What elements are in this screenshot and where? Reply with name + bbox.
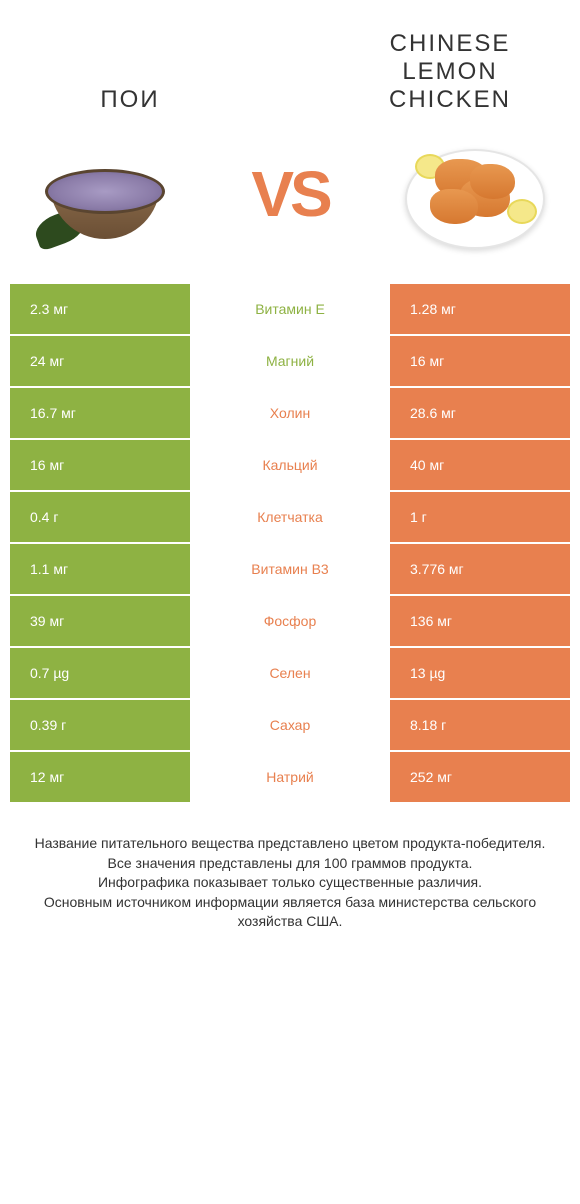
nutrient-name: Холин (190, 388, 390, 438)
footer-notes: Название питательного вещества представл… (0, 804, 580, 972)
vs-label: VS (251, 157, 328, 231)
value-right: 40 мг (390, 440, 570, 490)
value-left: 12 мг (10, 752, 190, 802)
value-left: 16.7 мг (10, 388, 190, 438)
table-row: 16 мгКальций40 мг (10, 440, 570, 490)
value-right: 252 мг (390, 752, 570, 802)
poi-image (30, 134, 180, 254)
footer-line: Название питательного вещества представл… (30, 834, 550, 854)
table-row: 0.7 µgСелен13 µg (10, 648, 570, 698)
nutrient-name: Магний (190, 336, 390, 386)
value-right: 1.28 мг (390, 284, 570, 334)
product-left-title: ПОИ (30, 86, 230, 114)
table-row: 1.1 мгВитамин B33.776 мг (10, 544, 570, 594)
table-row: 2.3 мгВитамин E1.28 мг (10, 284, 570, 334)
nutrient-name: Селен (190, 648, 390, 698)
nutrient-table: 2.3 мгВитамин E1.28 мг24 мгМагний16 мг16… (0, 284, 580, 802)
value-left: 0.7 µg (10, 648, 190, 698)
value-right: 3.776 мг (390, 544, 570, 594)
nutrient-name: Фосфор (190, 596, 390, 646)
value-right: 8.18 г (390, 700, 570, 750)
table-row: 12 мгНатрий252 мг (10, 752, 570, 802)
value-right: 16 мг (390, 336, 570, 386)
chicken-image (400, 134, 550, 254)
table-row: 0.4 гКлетчатка1 г (10, 492, 570, 542)
value-left: 0.39 г (10, 700, 190, 750)
value-left: 1.1 мг (10, 544, 190, 594)
value-left: 2.3 мг (10, 284, 190, 334)
value-left: 16 мг (10, 440, 190, 490)
table-row: 16.7 мгХолин28.6 мг (10, 388, 570, 438)
footer-line: Основным источником информации является … (30, 893, 550, 932)
nutrient-name: Кальций (190, 440, 390, 490)
images-row: VS (0, 124, 580, 284)
value-left: 24 мг (10, 336, 190, 386)
value-right: 28.6 мг (390, 388, 570, 438)
product-right-title: CHINESE LEMON CHICKEN (350, 30, 550, 114)
nutrient-name: Сахар (190, 700, 390, 750)
table-row: 24 мгМагний16 мг (10, 336, 570, 386)
table-row: 0.39 гСахар8.18 г (10, 700, 570, 750)
nutrient-name: Клетчатка (190, 492, 390, 542)
value-right: 1 г (390, 492, 570, 542)
value-right: 136 мг (390, 596, 570, 646)
footer-line: Все значения представлены для 100 граммо… (30, 854, 550, 874)
value-left: 0.4 г (10, 492, 190, 542)
table-row: 39 мгФосфор136 мг (10, 596, 570, 646)
footer-line: Инфографика показывает только существенн… (30, 873, 550, 893)
header: ПОИ CHINESE LEMON CHICKEN (0, 0, 580, 124)
nutrient-name: Витамин E (190, 284, 390, 334)
value-right: 13 µg (390, 648, 570, 698)
value-left: 39 мг (10, 596, 190, 646)
nutrient-name: Натрий (190, 752, 390, 802)
nutrient-name: Витамин B3 (190, 544, 390, 594)
